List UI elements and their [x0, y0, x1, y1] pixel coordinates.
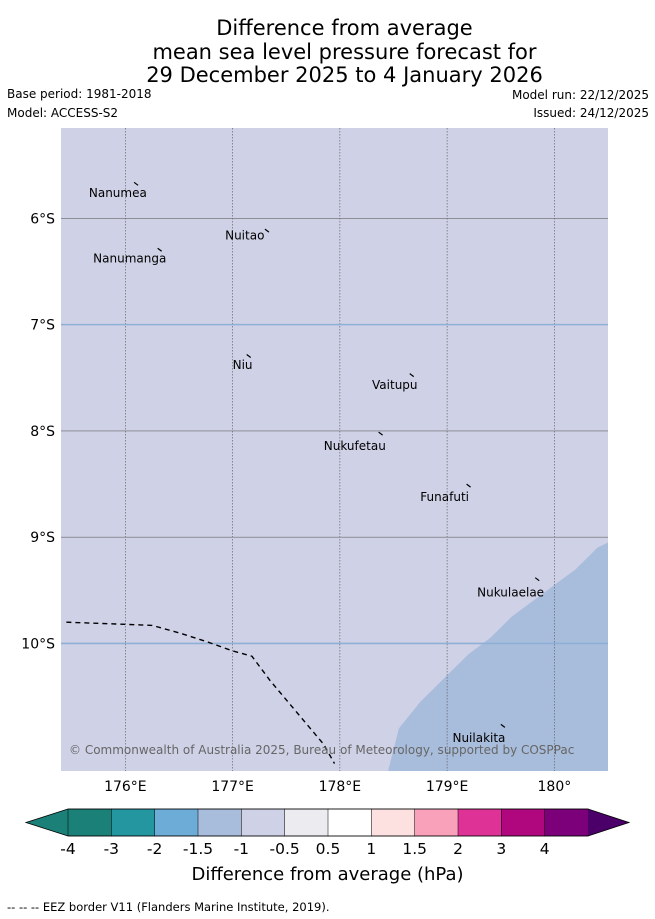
lat-tick-label: 10°S: [21, 636, 55, 652]
lon-tick-label: 176°E: [104, 779, 147, 795]
colorbar-tick-label: -0.5: [269, 840, 300, 858]
place-labels: Nanumea Nuitao Nanumanga Niu Vaitupu Nukufeta…: [89, 181, 544, 745]
place-label: Nukufetau: [324, 439, 386, 453]
axis-tick-labels: 176°E 177°E 178°E 179°E 180° 6°S 7°S 8°S 9°S 10°S: [21, 211, 571, 795]
island-outline: [378, 431, 383, 436]
base-period: Base period: 1981-2018: [7, 87, 152, 101]
place-label: Vaitupu: [372, 378, 418, 392]
island-outline: [157, 247, 163, 252]
colorbar-segment: [154, 808, 199, 837]
colorbar-tick-label: 4: [539, 840, 550, 858]
lat-tick-label: 9°S: [30, 530, 55, 546]
model-run: Model run: 22/12/2025: [511, 88, 649, 102]
lon-tick-label: 179°E: [426, 779, 469, 795]
island-outline: [409, 373, 415, 378]
lat-tick-label: 8°S: [30, 424, 55, 440]
title-line-1: Difference from average: [216, 16, 473, 40]
copyright-text: © Commonwealth of Australia 2025, Bureau…: [69, 743, 574, 757]
colorbar-under-arrow: [26, 809, 68, 836]
colorbar-segment: [457, 808, 502, 837]
place-label: Nukulaelae: [477, 585, 544, 599]
colorbar-segment: [414, 808, 459, 837]
eez-legend-note: -- -- -- EEZ border V11 (Flanders Marine…: [7, 900, 330, 914]
island-outline: [466, 483, 471, 488]
lat-tick-label: 6°S: [30, 211, 55, 227]
place-label: Nuitao: [225, 228, 264, 242]
colorbar-tick-label: -1: [233, 840, 250, 858]
title-line-2: mean sea level pressure forecast for: [152, 39, 537, 64]
lon-tick-label: 178°E: [319, 779, 362, 795]
colorbar-segment: [241, 808, 286, 837]
colorbar-tick-label: -3: [103, 840, 120, 858]
colorbar-over-arrow: [588, 809, 629, 836]
lon-tick-label: 180°: [538, 779, 572, 795]
island-outline: [500, 723, 506, 728]
colorbar-tick-label: 3: [496, 840, 507, 858]
place-label: Nanumanga: [93, 252, 166, 266]
colorbar-segment: [197, 808, 242, 837]
colorbar-tick-label: 2: [453, 840, 463, 858]
colorbar-segment: [371, 808, 416, 837]
colorbar-tick-label: 1.5: [402, 840, 427, 858]
colorbar-outline: [24, 808, 631, 837]
lon-tick-label: 177°E: [211, 779, 254, 795]
colorbar-segment: [284, 808, 329, 837]
colorbar-segment: [501, 808, 546, 837]
colorbar-title: Difference from average (hPa): [191, 864, 464, 885]
colorbar-segment: [67, 808, 112, 837]
colorbar-tick-label: -4: [60, 840, 76, 858]
map-figure: Nanumea Nuitao Nanumanga Niu Vaitupu Nukufeta…: [21, 128, 608, 795]
island-outline: [133, 181, 139, 186]
place-label: Nanumea: [89, 186, 147, 200]
lower-anomaly-region: [388, 542, 608, 771]
eez-border-line: [66, 621, 336, 764]
colorbar-tick-label: -1.5: [182, 840, 214, 858]
colorbar-segments: [67, 808, 589, 837]
colorbar-segment: [544, 808, 589, 837]
place-label: Nuilakita: [452, 731, 505, 745]
colorbar-segment: [327, 808, 372, 837]
colorbar-tick-label: 0.5: [315, 840, 341, 858]
colorbar-tick-label: -2: [146, 840, 163, 858]
issued-date: Issued: 24/12/2025: [533, 106, 649, 120]
island-outline: [264, 228, 270, 233]
lat-tick-label: 7°S: [30, 318, 55, 334]
place-label: Niu: [233, 358, 253, 372]
island-outline: [246, 354, 252, 358]
gridlines: [61, 128, 608, 771]
chart-title: Difference from average mean sea level p…: [0, 16, 655, 88]
title-line-3: 29 December 2025 to 4 January 2026: [146, 63, 543, 87]
model-name: Model: ACCESS-S2: [7, 106, 119, 120]
colorbar-segment: [111, 808, 156, 837]
colorbar-tick-label: 1: [366, 840, 377, 858]
island-outline: [534, 577, 540, 582]
place-label: Funafuti: [420, 490, 469, 504]
